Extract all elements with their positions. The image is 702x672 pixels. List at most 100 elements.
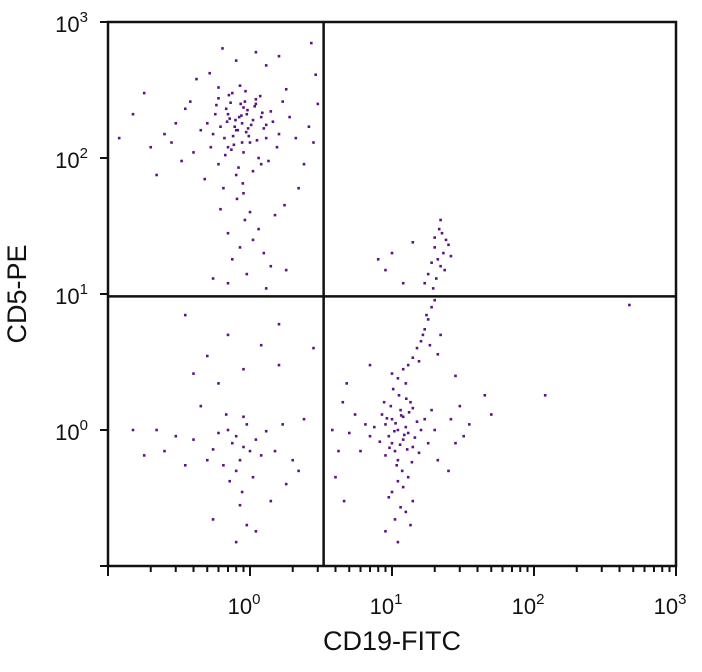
data-point: [192, 372, 195, 375]
data-point: [131, 112, 135, 116]
data-point: [436, 258, 440, 261]
data-point: [415, 346, 419, 350]
x-tick-label: 102: [512, 591, 545, 619]
data-point: [229, 101, 232, 104]
data-point: [117, 136, 121, 140]
data-points: [117, 41, 631, 544]
data-point: [406, 363, 410, 367]
data-point: [192, 438, 195, 441]
data-point: [345, 382, 348, 385]
data-point: [155, 428, 158, 432]
data-point: [234, 434, 238, 438]
data-point: [244, 130, 248, 134]
data-point: [237, 115, 241, 119]
data-point: [373, 425, 376, 429]
data-point: [264, 136, 268, 140]
data-point: [233, 125, 236, 128]
data-point: [393, 518, 397, 521]
data-point: [401, 438, 405, 441]
y-axis-ticks: [100, 21, 108, 567]
data-point: [259, 162, 263, 166]
data-point: [425, 313, 428, 317]
data-point: [195, 77, 198, 81]
data-point: [368, 434, 372, 438]
data-point: [247, 134, 251, 138]
data-point: [254, 50, 258, 54]
data-point: [269, 110, 273, 113]
data-point: [237, 166, 240, 169]
data-point: [401, 281, 405, 285]
data-point: [419, 339, 423, 343]
data-point: [262, 251, 266, 255]
data-point: [264, 123, 268, 127]
data-point: [262, 127, 266, 130]
data-point: [396, 428, 400, 432]
data-point: [211, 448, 215, 451]
data-point: [397, 394, 401, 397]
y-tick-labels: 100 101 102 103: [55, 9, 88, 445]
data-point: [443, 268, 446, 272]
data-point: [240, 114, 243, 117]
data-point: [222, 186, 225, 190]
data-point: [142, 454, 146, 457]
data-point: [235, 197, 239, 201]
data-point: [189, 100, 192, 103]
data-point: [421, 333, 425, 337]
data-point: [238, 246, 242, 249]
data-point: [259, 454, 263, 457]
data-point: [396, 377, 400, 380]
data-point: [294, 136, 298, 140]
data-point: [284, 268, 288, 272]
data-point: [291, 458, 294, 462]
data-point: [348, 431, 351, 435]
data-point: [209, 145, 213, 149]
data-point: [368, 363, 372, 367]
data-point: [440, 231, 444, 235]
data-point: [401, 485, 405, 489]
data-point: [249, 123, 253, 127]
data-point: [297, 186, 300, 190]
data-point: [284, 482, 288, 486]
data-point: [399, 506, 402, 509]
data-point: [404, 425, 408, 429]
data-point: [264, 64, 268, 67]
data-point: [406, 475, 410, 479]
data-point: [411, 445, 415, 449]
data-point: [384, 423, 387, 426]
data-point: [219, 125, 222, 128]
data-point: [390, 251, 394, 255]
data-point: [234, 118, 237, 122]
data-point: [433, 246, 436, 249]
y-tick-label: 101: [55, 281, 88, 309]
data-point: [281, 100, 284, 103]
data-point: [267, 159, 270, 163]
data-point: [163, 132, 166, 136]
data-point: [254, 530, 258, 533]
data-point: [240, 122, 244, 125]
data-point: [275, 145, 279, 149]
data-point: [405, 397, 408, 400]
data-point: [415, 420, 419, 423]
data-point: [410, 460, 414, 464]
data-point: [447, 243, 450, 247]
data-point: [433, 236, 436, 239]
data-point: [283, 203, 286, 207]
data-point: [426, 318, 430, 321]
data-point: [243, 100, 247, 103]
data-point: [231, 134, 235, 138]
data-point: [227, 93, 231, 97]
data-point: [258, 94, 262, 98]
data-point: [302, 417, 306, 421]
data-point: [342, 499, 346, 503]
data-point: [142, 91, 146, 95]
data-point: [277, 322, 281, 326]
data-point: [404, 382, 408, 385]
data-point: [396, 458, 400, 462]
data-point: [240, 141, 244, 144]
data-point: [284, 88, 288, 91]
data-point: [251, 475, 255, 479]
data-point: [302, 162, 306, 166]
data-point: [406, 431, 410, 435]
data-point: [390, 417, 394, 421]
data-point: [261, 111, 264, 115]
